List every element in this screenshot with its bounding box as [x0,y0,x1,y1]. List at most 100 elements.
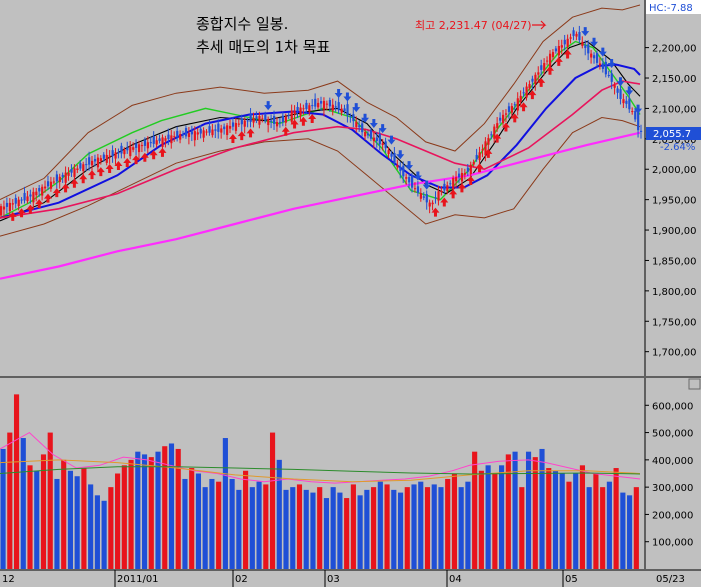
volume-bar [189,468,195,569]
volume-bar [13,394,20,569]
volume-bar [539,448,545,569]
volume-bar [573,473,579,569]
x-tick-label: 05 [565,574,578,585]
candle-body [584,45,587,48]
sell-arrow-icon [369,118,378,128]
candle-body [358,125,361,128]
buy-arrow-icon [281,126,290,136]
candle-body [223,126,226,130]
line-ma-longest [0,131,641,280]
sell-arrow-icon [634,104,643,114]
candle-body [537,72,540,75]
candle-body [440,190,443,192]
candle-body [352,114,355,122]
candle-body [246,120,249,122]
candle-body [161,137,164,147]
volume-tick-label: 500,000 [652,429,693,440]
candle-body [575,33,578,37]
volume-bar [485,465,491,569]
candle-body [158,138,161,142]
x-tick-label: 04 [449,574,462,585]
volume-axis-ticks: 600,000 500,000 400,000 300,000 200,000 100,0… [645,401,693,549]
candle-body [137,144,141,153]
candle-body [546,60,549,62]
volume-bar [566,481,572,569]
volume-bar [40,454,47,569]
candle-body [231,122,235,127]
sell-arrow-icon [607,59,616,69]
candle-body [170,135,173,144]
candle-body [211,129,214,136]
volume-bar [431,484,437,569]
volume-bar [620,492,626,569]
volume-bar [404,487,410,569]
candle-body [311,105,314,107]
candle-body [243,120,246,127]
volume-bar [505,454,511,569]
candle-body [457,173,461,178]
candle-body [322,100,326,110]
volume-bar [559,473,565,569]
candle-body [2,206,6,210]
buy-arrow-icon [96,167,105,177]
candle-body [187,133,191,138]
candle-body [557,46,560,56]
volume-bar [269,432,276,569]
volume-bar [384,484,390,569]
volume-bar [263,484,269,569]
candle-body [601,63,605,69]
candle-body [284,116,287,123]
volume-bar [451,473,458,569]
candle-body [302,108,305,110]
volume-bar [34,470,40,569]
buy-arrow-icon [528,90,537,100]
candle-body [193,131,196,141]
mode-button[interactable] [688,378,701,390]
volume-bar [81,468,87,569]
buy-arrow-icon [290,119,299,129]
candle-body [70,169,73,173]
volume-bar [613,468,619,569]
volume-bar [108,487,114,569]
buy-arrow-icon [563,49,572,59]
volume-bar [627,495,633,569]
candle-body [399,166,402,172]
candle-body [64,172,67,183]
candle-body [637,112,640,131]
volume-bar [492,473,498,569]
price-tick-label: 1,900,00 [652,226,697,237]
candle-body [578,32,581,41]
volume-bar [74,476,80,569]
candle-body [126,147,129,151]
line-bb-upper [0,4,641,201]
candle-body [99,158,103,161]
candle-body [234,122,238,131]
volume-bar [155,451,161,569]
candle-body [0,206,3,216]
sell-arrow-icon [405,161,414,171]
candle-body [419,193,423,199]
candle-body [478,152,481,161]
sell-arrow-icon [590,37,599,47]
volume-bar [148,457,154,569]
candle-body [249,114,252,122]
candle-body [240,118,243,125]
candle-body [20,199,23,201]
price-axis-ticks: 2,200,00 2,150,00 2,100,00 2,050,00 2,000,00… [645,44,697,359]
candle-body [366,133,370,136]
candle-body [290,110,293,122]
candle-body [364,132,367,137]
candle-body [631,111,634,113]
candle-body [328,100,332,107]
candle-body [26,196,29,202]
volume-bar [424,487,431,569]
candle-body [337,102,340,111]
candle-body [176,130,179,138]
volume-bar [391,489,397,569]
candle-body [228,126,232,129]
candle-body [38,188,41,192]
volume-bar [229,478,235,569]
buy-arrow-icon [299,116,308,126]
candle-body [67,172,70,176]
candle-body [173,136,176,138]
